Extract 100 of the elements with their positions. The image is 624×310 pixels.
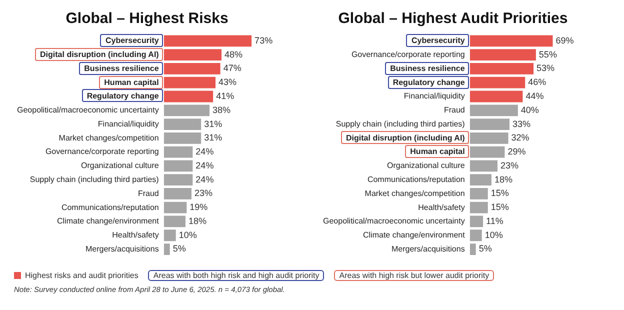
bar [470, 160, 498, 172]
y-tick-label: Geopolitical/macroeconomic uncertainty [323, 216, 465, 226]
y-tick-label: Market changes/competition [58, 133, 159, 142]
data-label: 24% [196, 146, 214, 157]
data-label: 5% [478, 244, 492, 254]
y-tick-label: Digital disruption (including AI) [40, 50, 160, 60]
text: Areas with high risk but lower audit priority [334, 270, 494, 281]
y-tick-label: Supply chain (including third parties) [30, 175, 160, 184]
y-tick-label: Health/safety [112, 230, 159, 240]
bar [470, 230, 482, 242]
y-tick-label: Fraud [138, 188, 159, 198]
data-label: 38% [212, 104, 231, 115]
data-label: 47% [223, 63, 242, 74]
bar [164, 174, 193, 186]
data-label: 73% [254, 35, 273, 46]
bar [470, 188, 488, 200]
y-tick-label: Human capital [104, 78, 159, 87]
bar [470, 49, 536, 61]
data-label: 29% [508, 146, 526, 157]
data-label: 33% [512, 118, 531, 129]
y-tick-label: Market changes/competition [364, 188, 465, 198]
y-tick-label: Digital disruption (including AI) [346, 133, 466, 142]
data-label: 41% [216, 90, 234, 101]
data-label: 10% [178, 230, 197, 240]
y-tick-label: Regulatory change [86, 92, 160, 101]
y-tick-label: Communications/reputation [367, 175, 465, 184]
y-tick-label: Mergers/acquisitions [391, 244, 465, 254]
y-tick-label: Financial/liquidity [98, 119, 159, 128]
text: Highest risks and audit priorities [25, 271, 138, 280]
y-tick-label: Mergers/acquisitions [85, 244, 159, 254]
bar [164, 160, 193, 172]
bar [164, 118, 202, 130]
y-tick-label: Financial/liquidity [404, 92, 465, 101]
chart-title: Global – Highest Risks [66, 10, 228, 28]
data-label: 24% [196, 174, 214, 184]
bar [470, 118, 510, 130]
bar [164, 188, 192, 200]
data-label: 48% [224, 49, 243, 60]
y-tick-label: Health/safety [418, 202, 465, 212]
bar [164, 132, 202, 144]
data-label: 15% [490, 188, 509, 198]
y-tick-label: Governance/corporate reporting [45, 147, 159, 156]
bar [164, 216, 186, 228]
y-tick-label: Fraud [444, 106, 465, 115]
data-label: 44% [526, 90, 544, 101]
data-label: 11% [486, 216, 504, 226]
bar [164, 90, 214, 102]
data-label: 18% [188, 216, 206, 226]
bar [470, 132, 508, 144]
bar [470, 216, 484, 228]
y-tick-label: Regulatory change [392, 78, 466, 87]
bar [470, 63, 534, 74]
data-label: 31% [204, 132, 222, 143]
y-tick-label: Business resilience [84, 64, 160, 73]
data-label: 15% [490, 202, 509, 212]
data-label: 53% [536, 63, 555, 74]
data-label: 69% [556, 35, 574, 46]
bar [470, 244, 476, 255]
bar [470, 174, 492, 186]
y-tick-label: Climate change/environment [57, 216, 160, 226]
data-label: 46% [528, 77, 546, 88]
y-tick-label: Climate change/environment [363, 230, 466, 240]
data-label: 10% [484, 230, 503, 240]
data-label: 23% [194, 188, 212, 198]
bar [164, 49, 222, 61]
bar [470, 146, 505, 158]
data-label: 18% [494, 174, 512, 184]
y-tick-label: Supply chain (including third parties) [336, 119, 466, 128]
bar [470, 35, 553, 47]
bar [470, 90, 523, 102]
bar [164, 230, 176, 242]
y-tick-label: Organizational culture [387, 161, 466, 170]
data-label: 43% [218, 77, 237, 88]
data-label: 19% [190, 202, 208, 212]
bar [164, 76, 216, 88]
y-tick-label: Cybersecurity [411, 36, 466, 46]
data-label: 5% [172, 244, 186, 254]
bar [164, 104, 210, 116]
data-label: 31% [204, 118, 222, 129]
data-label: 23% [500, 160, 518, 170]
bar [470, 202, 488, 214]
y-tick-label: Geopolitical/macroeconomic uncertainty [17, 106, 159, 115]
data-label: 24% [196, 160, 214, 170]
bar [164, 146, 193, 158]
chart-title: Global – Highest Audit Priorities [338, 10, 568, 28]
bar [164, 244, 170, 255]
y-tick-label: Cybersecurity [105, 36, 160, 46]
y-tick-label: Organizational culture [81, 161, 160, 170]
data-label: 40% [520, 104, 539, 115]
bar [164, 63, 220, 74]
bar [164, 202, 187, 214]
bar [470, 104, 518, 116]
data-label: 55% [538, 49, 557, 60]
y-tick-label: Communications/reputation [61, 202, 159, 212]
y-tick-label: Business resilience [390, 64, 466, 73]
y-tick-label: Governance/corporate reporting [351, 50, 465, 60]
y-tick-label: Human capital [410, 147, 465, 156]
bar [164, 35, 252, 47]
text: Areas with both high risk and high audit priority [148, 270, 324, 281]
bar [470, 76, 526, 88]
